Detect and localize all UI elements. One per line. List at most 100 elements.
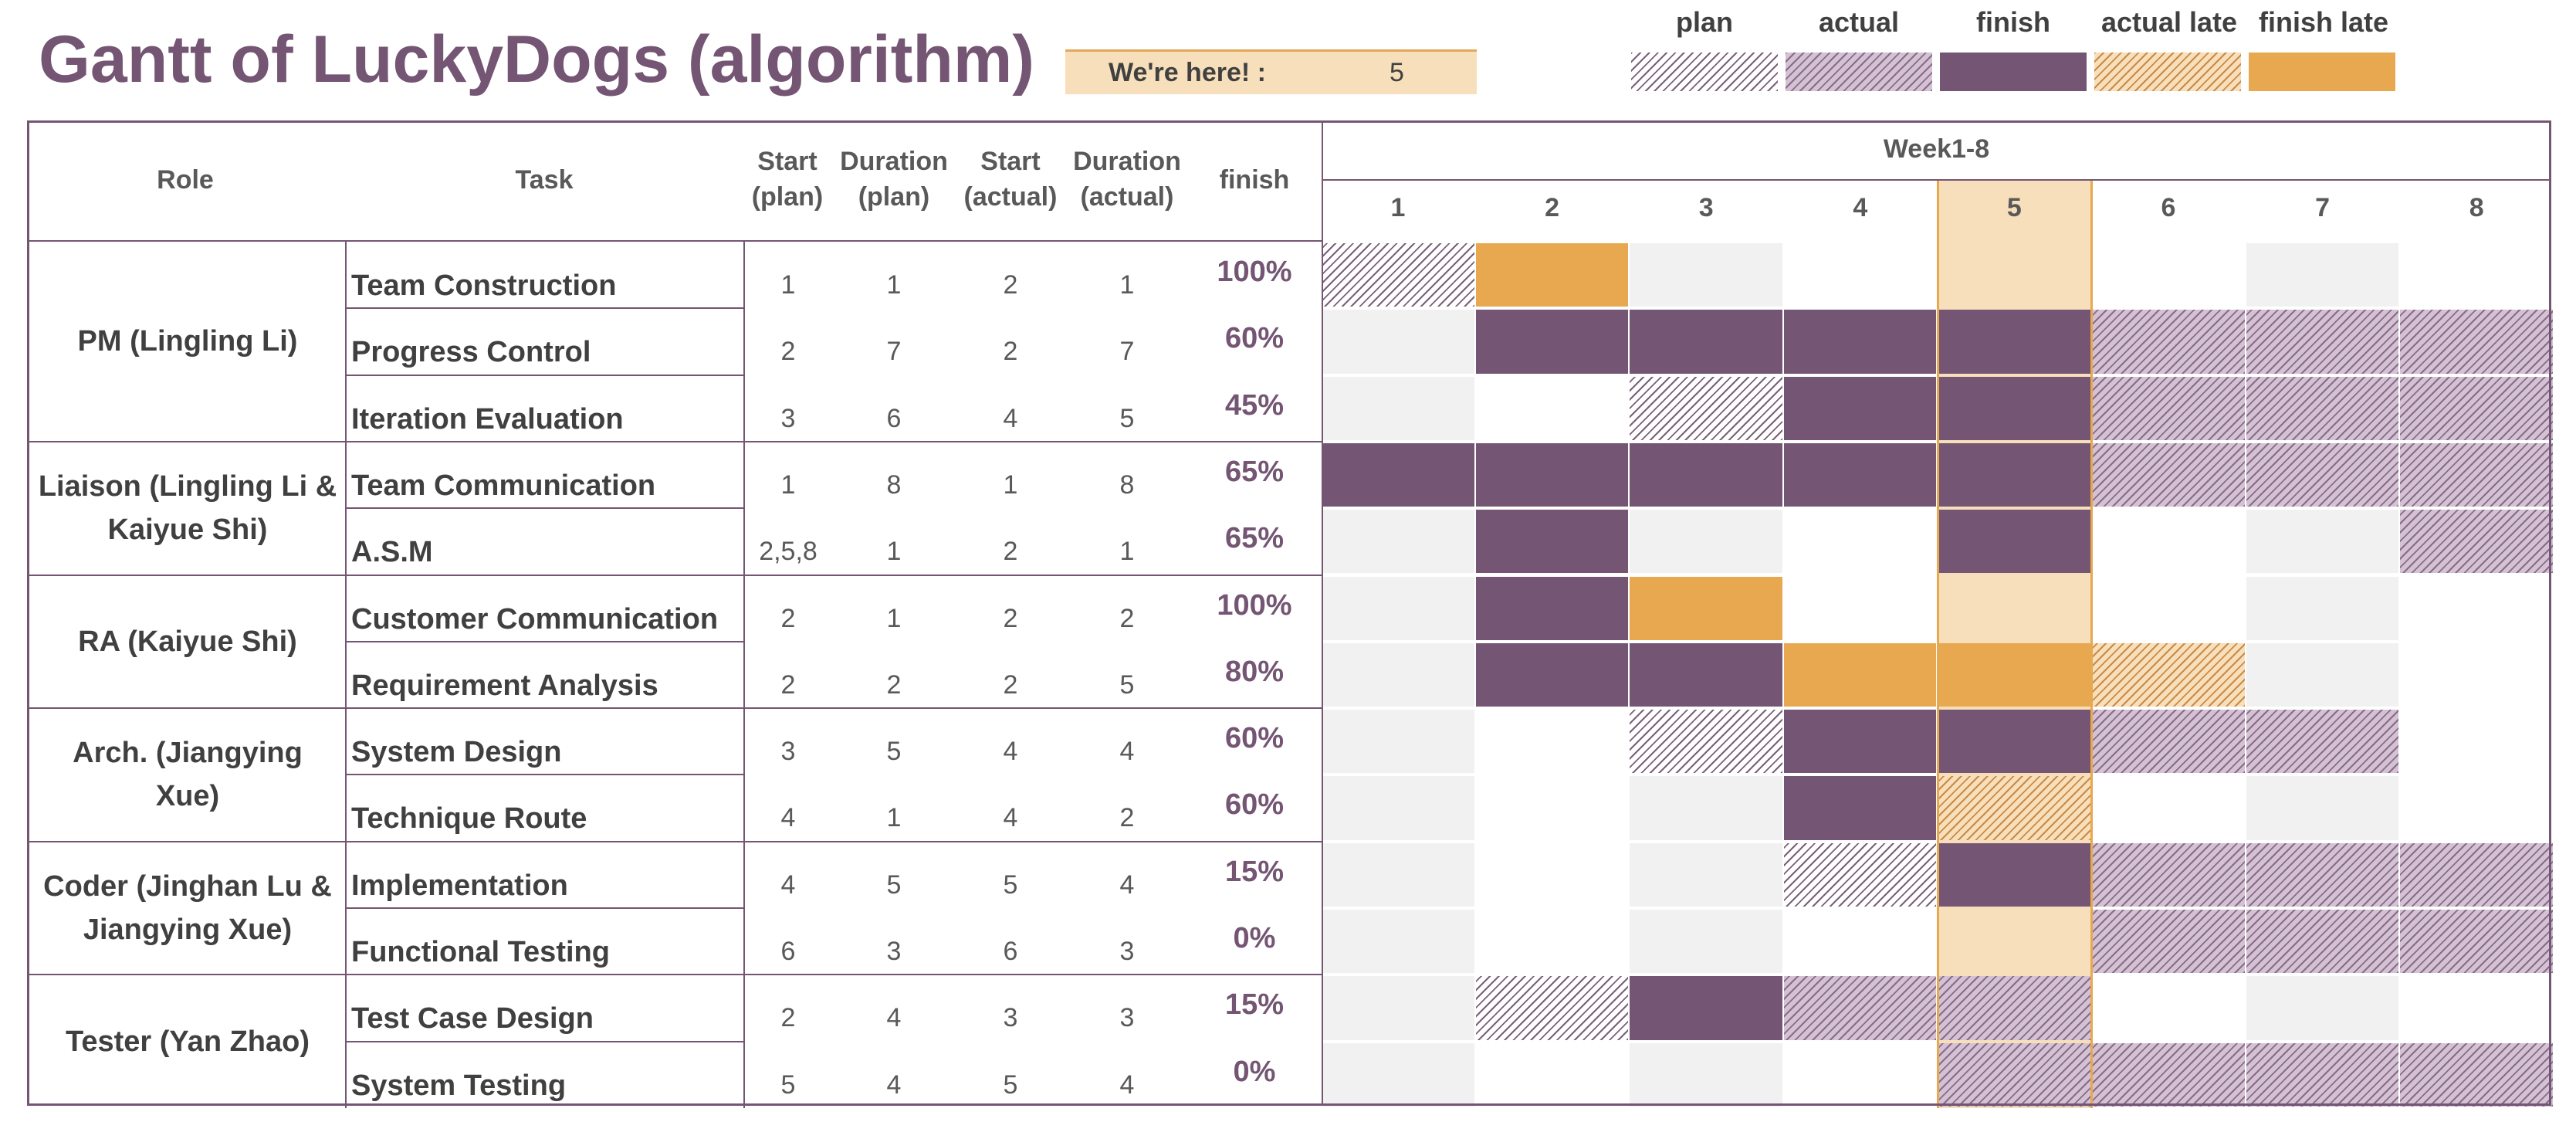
finish-bar (1630, 976, 1782, 1040)
gantt-empty-cell (2246, 576, 2399, 640)
actual-bar (2400, 510, 2553, 574)
duration-actual-cell: 1 (1119, 537, 1135, 567)
duration-plan-cell: 1 (886, 537, 902, 567)
gantt-empty-cell (1322, 910, 1474, 974)
week-header-3: 3 (1698, 193, 1714, 222)
gantt-empty-cell (1630, 243, 1782, 307)
header-duration-actual: Duration (actual) (1073, 147, 1181, 212)
task-name: Requirement Analysis (351, 669, 658, 702)
start-plan-cell: 3 (780, 403, 796, 433)
header-task: Task (515, 165, 574, 195)
finish-percent: 60% (1224, 722, 1285, 755)
actual-bar (1783, 976, 1937, 1040)
start-actual-cell: 1 (1003, 469, 1018, 500)
duration-plan-cell: 5 (886, 737, 902, 767)
duration-actual-cell: 8 (1119, 469, 1135, 500)
task-row-divider (345, 374, 743, 376)
role-group-divider (27, 840, 1322, 842)
task-row-divider (345, 1040, 743, 1042)
task-name: Technique Route (351, 802, 587, 836)
start-actual-cell: 3 (1003, 1003, 1018, 1033)
role-name-line2: Jiangying Xue) (83, 913, 293, 946)
start-plan-cell: 5 (780, 1069, 796, 1100)
finish-bar (1475, 510, 1629, 574)
table-frame (27, 120, 2551, 1106)
actual-bar (2400, 376, 2553, 440)
task-name: Iteration Evaluation (351, 402, 624, 436)
start-actual-cell: 4 (1003, 403, 1018, 433)
duration-plan-cell: 8 (886, 469, 902, 500)
finish-bar (1630, 310, 1782, 374)
actual-bar (2092, 842, 2245, 907)
actual-bar (2092, 310, 2245, 374)
gantt-empty-cell (2246, 776, 2399, 840)
actual-bar (2092, 710, 2245, 774)
role-name-line2: Kaiyue Shi) (107, 514, 268, 547)
task-number-divider (743, 242, 745, 1108)
duration-actual-cell: 3 (1119, 1003, 1135, 1033)
duration-actual-cell: 2 (1119, 803, 1135, 833)
task-name: System Design (351, 736, 562, 769)
start-actual-cell: 6 (1003, 937, 1018, 966)
header-weeks-title: Week1-8 (1883, 134, 1990, 164)
role-cell: Tester (Yan Zhao) (29, 975, 346, 1108)
week-header-1: 1 (1390, 193, 1406, 222)
legend-actual-late-swatch (2094, 53, 2241, 91)
page-title: Gantt of LuckyDogs (algorithm) (39, 22, 1034, 97)
task-name: System Testing (351, 1069, 567, 1102)
gantt-empty-cell (1322, 642, 1474, 707)
actual-bar (2400, 442, 2553, 507)
header-finish: finish (1219, 165, 1290, 195)
role-name-line1: RA (Kaiyue Shi) (78, 625, 297, 658)
finish-bar (1783, 710, 1937, 774)
legend-finish-swatch (1940, 53, 2087, 91)
header-duration-plan: Duration (plan) (840, 147, 948, 212)
start-plan-cell: 1 (780, 270, 796, 300)
legend-plan-swatch (1631, 53, 1778, 91)
header-divider (27, 240, 1322, 242)
finish-percent: 80% (1224, 655, 1285, 688)
week-header-6: 6 (2161, 193, 2176, 222)
start-plan-cell: 4 (780, 869, 796, 900)
actual-bar (2246, 442, 2399, 507)
actual-bar (2246, 842, 2399, 907)
role-group-divider (27, 974, 1322, 976)
finish-bar (1322, 442, 1474, 507)
legend-actual-swatch (1786, 53, 1932, 91)
role-cell: Coder (Jinghan Lu & Jiangying Xue) (29, 842, 346, 975)
current-week-value[interactable]: 5 (1390, 58, 1404, 87)
actual-bar (2400, 910, 2553, 974)
role-cell: Liaison (Lingling Li & Kaiyue Shi) (29, 442, 346, 575)
finish-bar (1938, 710, 2090, 774)
gantt-empty-cell (1322, 376, 1474, 440)
finish-percent: 60% (1224, 322, 1285, 355)
task-name: Progress Control (351, 336, 591, 369)
actual-bar (2246, 710, 2399, 774)
actual-bar (2400, 1042, 2553, 1107)
finish-percent: 15% (1224, 855, 1285, 888)
gantt-empty-cell (1322, 310, 1474, 374)
actual-bar (2246, 310, 2399, 374)
gantt-divider (1322, 120, 1323, 1106)
start-actual-cell: 5 (1003, 1069, 1018, 1100)
start-plan-cell: 3 (780, 737, 796, 767)
finish-late-bar (1938, 642, 2090, 707)
duration-plan-cell: 4 (886, 1069, 902, 1100)
duration-plan-cell: 1 (886, 803, 902, 833)
finish-percent: 65% (1224, 522, 1285, 555)
task-name: Test Case Design (351, 1002, 594, 1036)
duration-actual-cell: 1 (1119, 270, 1135, 300)
task-row-divider (345, 640, 743, 642)
task-name: Implementation (351, 869, 568, 902)
role-name-line1: Tester (Yan Zhao) (65, 1025, 310, 1058)
week-header-4: 4 (1853, 193, 1868, 222)
task-row-divider (345, 774, 743, 776)
task-name: Functional Testing (351, 936, 610, 968)
header-role: Role (157, 165, 214, 195)
role-name-line1: PM (Lingling Li) (77, 325, 298, 358)
gantt-empty-cell (1630, 776, 1782, 840)
finish-bar (1475, 576, 1629, 640)
finish-percent: 100% (1217, 256, 1292, 288)
gantt-empty-cell (2246, 510, 2399, 574)
role-group-divider (27, 574, 1322, 576)
